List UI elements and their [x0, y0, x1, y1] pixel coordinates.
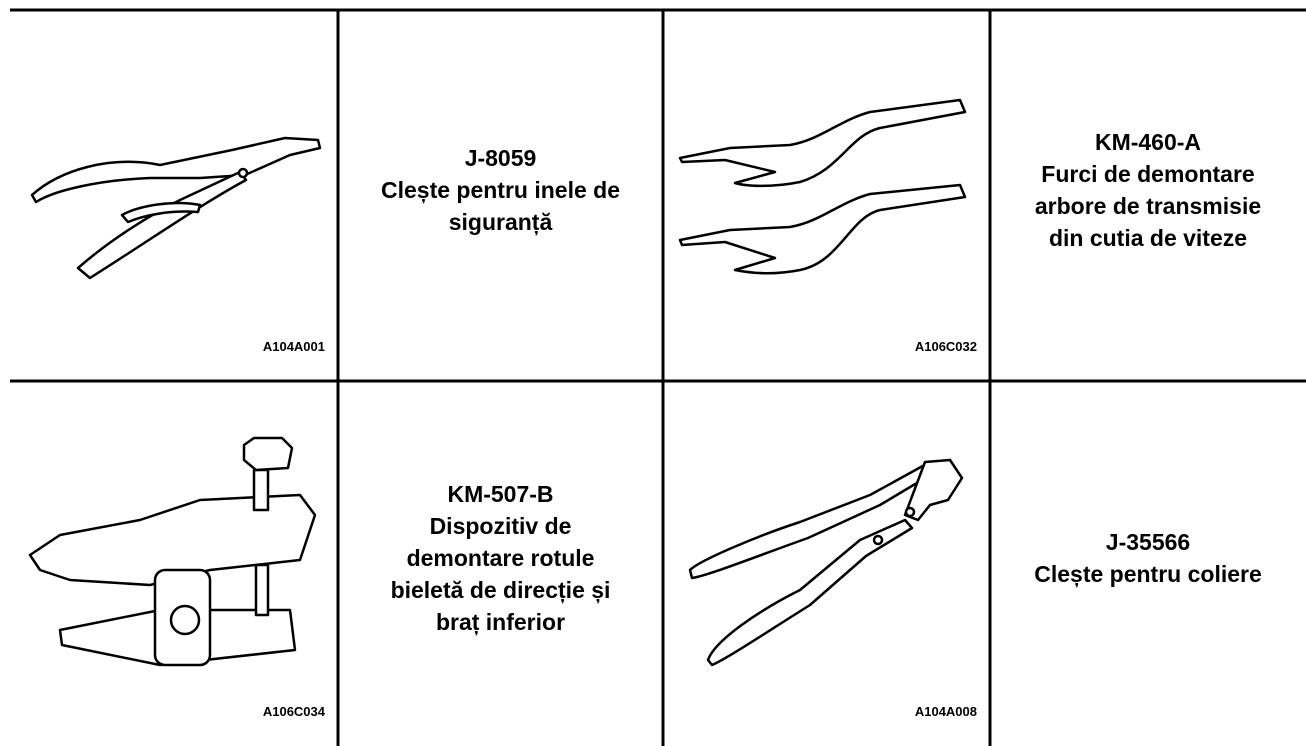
tool-name-line: Dispozitiv de — [429, 512, 572, 539]
figure-code: A104A001 — [262, 339, 325, 354]
tool-name-line: siguranță — [448, 208, 553, 235]
tool-code: KM-507-B — [447, 480, 554, 507]
tool-name-line: Clește pentru coliere — [1034, 560, 1262, 587]
tool-name-line: braț inferior — [435, 608, 566, 635]
tool-name-line: bieletă de direcție și — [390, 576, 611, 603]
tool-name-line: demontare rotule — [406, 544, 595, 571]
pliers-drawing — [30, 136, 322, 280]
tool-code: J-8059 — [464, 144, 537, 171]
figure-code: A104A008 — [914, 704, 977, 719]
tool-description: KM-460-A Furci de demontare arbore de tran… — [990, 126, 1306, 254]
forks-drawing — [678, 98, 967, 275]
tool-description: KM-507-B Dispozitiv de demontare rotule bie… — [338, 478, 663, 638]
hose-clamp-pliers-drawing — [688, 458, 964, 667]
tool-code: J-35566 — [1105, 528, 1191, 555]
tool-name-line: arbore de transmisie — [1034, 192, 1262, 219]
figure-code: A106C032 — [914, 339, 977, 354]
grid-lines — [10, 8, 1306, 746]
ball-joint-separator-drawing — [28, 436, 317, 667]
tool-name-line: Furci de demontare — [1041, 160, 1255, 187]
tool-name-line: din cutia de viteze — [1048, 224, 1248, 251]
tool-description: J-35566 Clește pentru coliere — [990, 526, 1306, 590]
tool-code: KM-460-A — [1094, 128, 1202, 155]
tool-description: J-8059 Clește pentru inele de siguranță — [338, 142, 663, 238]
tool-name-line: Clește pentru inele de — [380, 176, 620, 203]
figure-code: A106C034 — [262, 704, 325, 719]
